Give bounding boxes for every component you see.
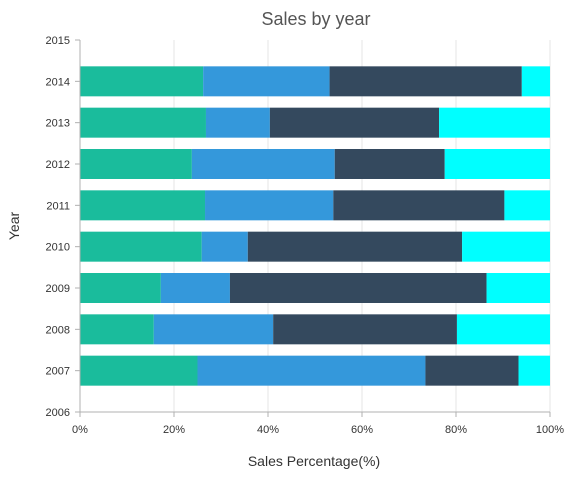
y-tick-label: 2014 (46, 76, 70, 88)
bar-segment-2011-4[interactable] (504, 190, 550, 221)
bar-segment-2007-1[interactable] (80, 355, 198, 386)
y-tick-label: 2013 (46, 118, 70, 130)
y-tick-label: 2011 (46, 200, 70, 212)
bar-segment-2013-3[interactable] (269, 107, 440, 138)
bar-segment-2012-4[interactable] (444, 149, 550, 179)
bar-segment-2013-4[interactable] (439, 107, 550, 138)
y-tick-label: 2012 (46, 159, 70, 171)
y-tick-label: 2008 (46, 324, 70, 336)
bar-segment-2009-1[interactable] (80, 273, 161, 303)
bar-segment-2007-2[interactable] (197, 355, 426, 386)
bar-segment-2007-3[interactable] (425, 355, 519, 386)
bar-segment-2009-4[interactable] (486, 273, 550, 303)
chart-title: Sales by year (261, 9, 370, 29)
bar-segment-2009-3[interactable] (229, 273, 487, 303)
bar-segment-2010-2[interactable] (201, 231, 248, 262)
bar-segment-2011-3[interactable] (333, 190, 505, 221)
bar-segment-2008-4[interactable] (456, 314, 550, 345)
bar-segment-2010-1[interactable] (80, 231, 202, 262)
bar-segment-2008-3[interactable] (273, 314, 457, 345)
y-tick-label: 2007 (46, 366, 70, 378)
bar-segment-2011-1[interactable] (80, 190, 206, 221)
bar-segment-2013-1[interactable] (80, 107, 206, 138)
x-tick-label: 100% (536, 424, 564, 436)
bar-segment-2009-2[interactable] (160, 273, 230, 303)
bar-segment-2014-4[interactable] (521, 66, 550, 97)
bar-segment-2011-2[interactable] (205, 190, 334, 221)
bar-segment-2008-1[interactable] (80, 314, 154, 345)
bar-segment-2008-2[interactable] (153, 314, 274, 345)
bar-segment-2012-1[interactable] (80, 149, 192, 179)
bar-segment-2012-2[interactable] (191, 149, 335, 179)
bar-segment-2010-4[interactable] (462, 231, 550, 262)
bar-segment-2014-1[interactable] (80, 66, 204, 97)
x-tick-label: 0% (72, 424, 88, 436)
bars (80, 66, 550, 386)
y-axis-title: Year (6, 212, 22, 241)
x-axis-ticks: 0% 20% 40% 60% 80% 100% (72, 424, 564, 436)
x-tick-label: 60% (351, 424, 373, 436)
x-tick-label: 20% (163, 424, 185, 436)
y-axis-ticks: 2006 2007 2008 2009 2010 2011 2012 2013 2014 2015 (46, 35, 70, 419)
bar-segment-2013-2[interactable] (205, 107, 270, 138)
axes (75, 39, 551, 417)
x-axis-title: Sales Percentage(%) (248, 453, 380, 469)
x-tick-label: 40% (257, 424, 279, 436)
y-tick-label: 2010 (46, 242, 70, 254)
bar-segment-2012-3[interactable] (334, 149, 445, 179)
bar-segment-2014-2[interactable] (203, 66, 330, 97)
gridlines (173, 40, 551, 412)
bar-segment-2007-4[interactable] (518, 355, 550, 386)
bar-segment-2010-3[interactable] (247, 231, 463, 262)
y-tick-label: 2006 (46, 407, 70, 419)
y-tick-label: 2015 (46, 35, 70, 47)
y-tick-label: 2009 (46, 283, 70, 295)
bar-segment-2014-3[interactable] (329, 66, 522, 97)
x-tick-label: 80% (445, 424, 467, 436)
